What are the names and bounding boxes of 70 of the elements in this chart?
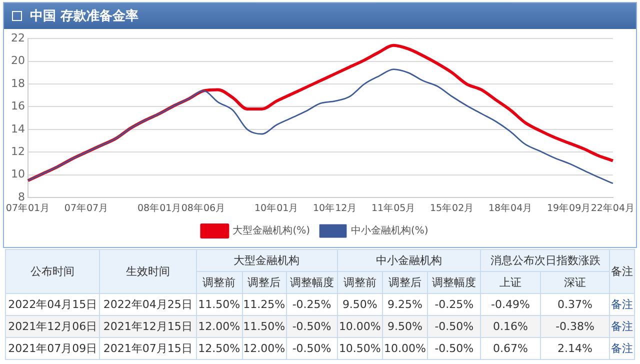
x-tick-label: 07年01月 [6, 202, 50, 214]
line-series [27, 68, 614, 184]
text: 2021年12月15日 [100, 316, 196, 338]
text: 上证 [480, 272, 540, 294]
text: -0.50% [428, 338, 481, 360]
x-tick-label: 15年02月 [430, 202, 474, 214]
text: 生效时间 [100, 250, 196, 294]
x-tick-label: 07年07月 [64, 202, 109, 214]
text: -0.50% [286, 316, 338, 338]
text: 11.50% [242, 316, 286, 338]
y-tick-label: 8 [18, 190, 25, 204]
chart-title: 中国 存款准备金率 [30, 8, 139, 25]
x-tick-label: 19年09月 [546, 202, 592, 214]
text: 9.50% [337, 294, 382, 316]
text: 深证 [540, 272, 610, 294]
text: 12.00% [242, 338, 286, 360]
text: 公布时间 [6, 250, 100, 294]
text: -0.25% [428, 294, 481, 316]
legend-label: 大型金融机构(%) [232, 224, 310, 237]
text: 备注 [610, 250, 634, 294]
y-tick-label: 22 [10, 31, 25, 44]
text: 0.37% [540, 294, 610, 316]
text: 10.00% [337, 316, 382, 338]
text: 12.50% [196, 338, 242, 360]
legend-label: 中小金融机构(%) [351, 224, 428, 237]
x-tick-label: 10年01月 [254, 202, 299, 214]
y-tick-label: 18 [10, 76, 25, 90]
text: -0.38% [540, 316, 610, 338]
x-tick-label: 22年04月 [590, 202, 636, 214]
x-tick-label: 11年05月 [371, 202, 416, 214]
text: 备注 [610, 316, 634, 338]
text: 大型金融机构 [196, 250, 338, 272]
text: -0.50% [428, 316, 481, 338]
text: 10.50% [337, 338, 382, 360]
text: 9.50% [382, 316, 428, 338]
y-tick-label: 14 [10, 122, 25, 136]
text: 2.14% [540, 338, 610, 360]
text: -0.50% [286, 338, 338, 360]
x-tick-label: 08年01月 [138, 202, 182, 214]
text: 消息公布次日指数涨跌 [480, 250, 610, 272]
y-tick-label: 12 [10, 145, 25, 158]
text: 2022年04月15日 [6, 294, 100, 316]
text: 调整后 [382, 272, 428, 294]
y-tick-label: 10 [10, 168, 25, 181]
text: 10.00% [382, 338, 428, 360]
text: 备注 [610, 338, 634, 360]
text: 9.25% [382, 294, 428, 316]
text: 2021年12月06日 [6, 316, 100, 338]
x-tick-label: 18年04月 [488, 202, 533, 214]
x-tick-label: 08年06月 [181, 202, 226, 214]
text: 调整幅度 [428, 272, 481, 294]
text: 11.25% [242, 294, 286, 316]
text: 调整后 [242, 272, 286, 294]
x-tick-label: 10年12月 [312, 202, 358, 214]
text: -0.49% [480, 294, 540, 316]
text: 调整前 [337, 272, 382, 294]
text: 备注 [610, 294, 634, 316]
text: 2021年07月09日 [6, 338, 100, 360]
text: 2021年07月15日 [100, 338, 196, 360]
text: -0.25% [286, 294, 338, 316]
text: 调整前 [196, 272, 242, 294]
y-tick-label: 16 [10, 100, 25, 113]
text: 中小金融机构 [337, 250, 481, 272]
y-tick-label: 20 [10, 54, 25, 68]
text: 12.00% [196, 316, 242, 338]
text: 调整幅度 [286, 272, 338, 294]
text: 2022年04月25日 [100, 294, 196, 316]
text: 0.16% [480, 316, 540, 338]
text: 11.50% [196, 294, 242, 316]
text: 0.67% [480, 338, 540, 360]
